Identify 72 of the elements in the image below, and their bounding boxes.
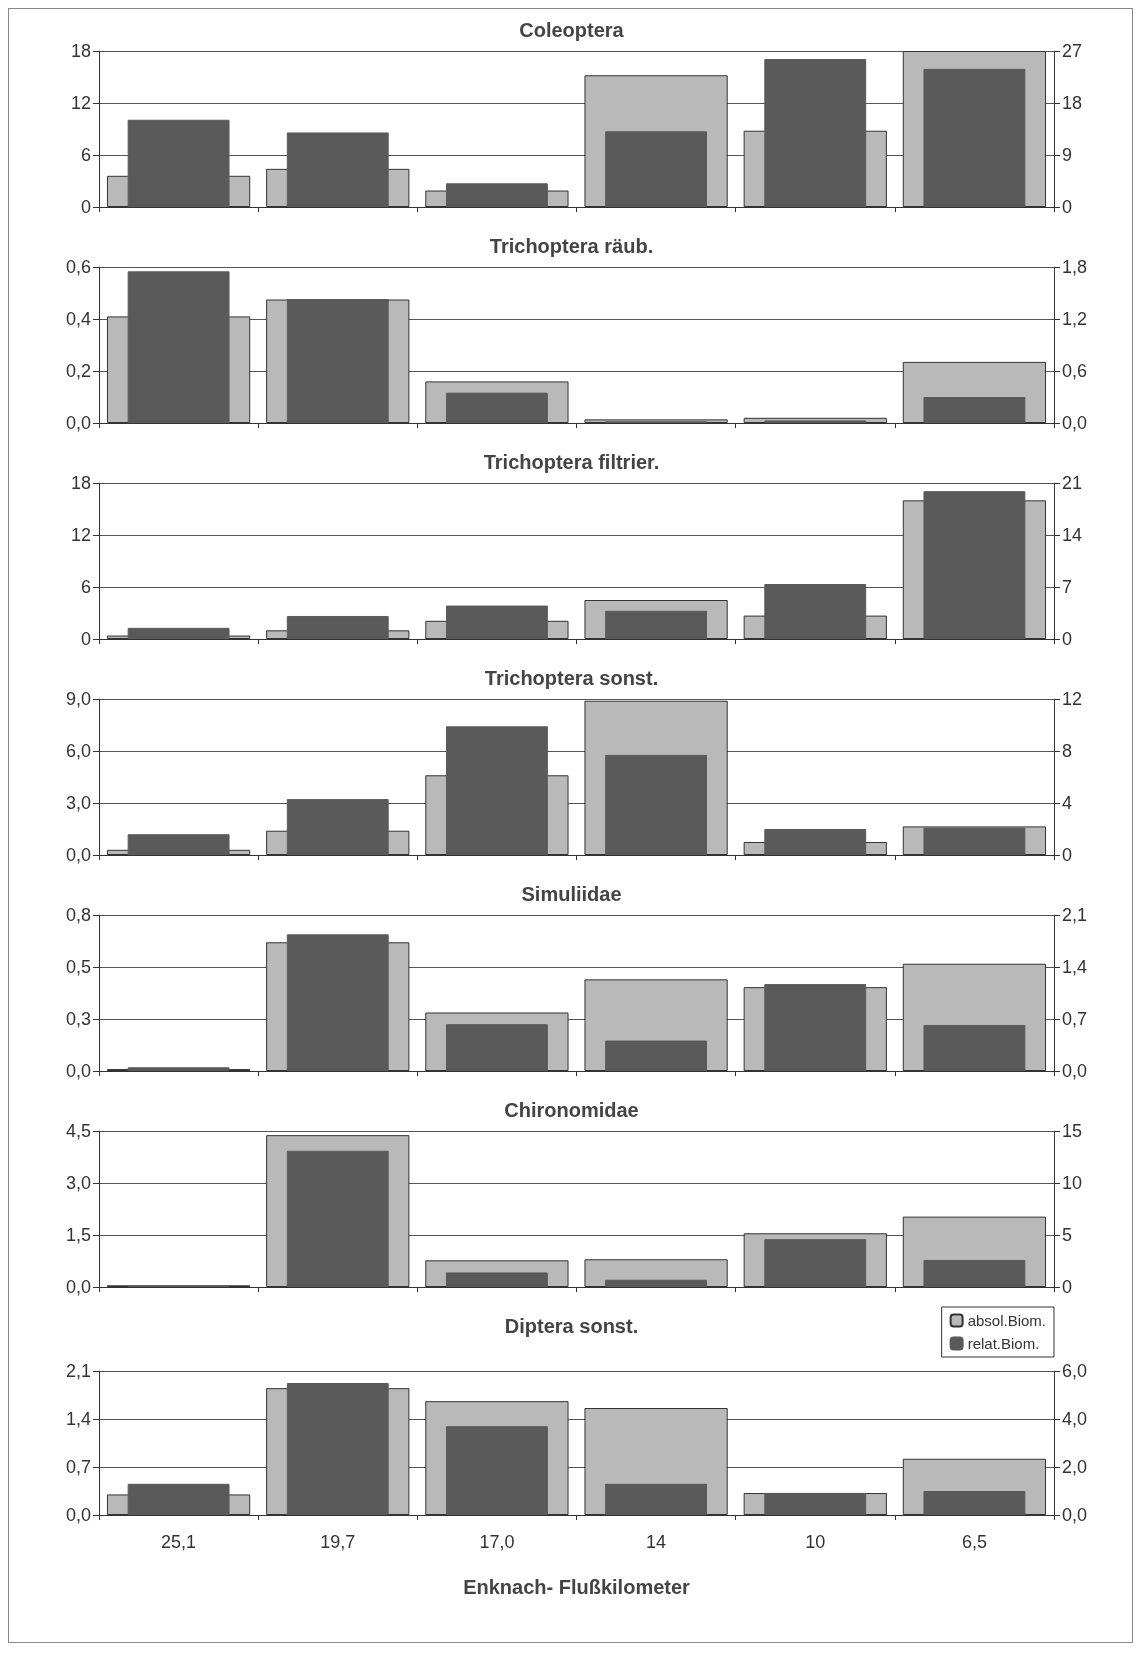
y-tick-label: 0,5	[65, 957, 91, 978]
y-tick-label: 3,0	[65, 793, 91, 813]
y-tick-label: 0,0	[65, 1505, 91, 1525]
y2-tick-label: 0,0	[1062, 1505, 1088, 1525]
x-tick-label: 6,5	[961, 1532, 987, 1552]
y2-tick-label: 15	[1062, 1121, 1083, 1141]
y2-tick-label: 6,0	[1062, 1361, 1088, 1381]
y-tick-label: 12	[70, 93, 91, 113]
y2-tick-label: 5	[1062, 1225, 1073, 1245]
y-tick-label: 9,0	[65, 689, 91, 709]
y2-tick-label: 0	[1062, 845, 1073, 865]
y-tick-label: 0,8	[65, 905, 91, 925]
y2-tick-label: 2,0	[1062, 1457, 1088, 1477]
y2-tick-label: 9	[1062, 145, 1073, 165]
y-tick-label: 18	[70, 473, 91, 493]
y2-tick-label: 4,0	[1062, 1409, 1088, 1429]
y-tick-label: 0,0	[65, 1061, 91, 1081]
y-tick-label: 0,0	[65, 1277, 91, 1297]
y-tick-label: 0	[80, 629, 91, 649]
x-tick-label: 10	[805, 1532, 826, 1552]
y2-tick-label: 0	[1062, 1277, 1073, 1297]
y2-tick-label: 0,6	[1062, 361, 1088, 381]
y-tick-label: 6,0	[65, 741, 91, 761]
y-tick-label: 0,0	[65, 413, 91, 433]
y-tick-label: 0,4	[65, 309, 91, 329]
chart-title: Chironomidae	[504, 1099, 639, 1121]
x-axis-title: Enknach- Flußkilometer	[463, 1576, 691, 1598]
y2-tick-label: 21	[1062, 473, 1083, 493]
y2-tick-label: 8	[1062, 741, 1073, 761]
chart-title: Diptera sonst.	[504, 1315, 639, 1337]
y2-tick-label: 10	[1062, 1173, 1083, 1193]
chart-title: Simuliidae	[521, 883, 622, 905]
y-tick-label: 3,0	[65, 1173, 91, 1193]
y2-tick-label: 0,7	[1062, 1009, 1088, 1029]
x-tick-label: 19,7	[320, 1532, 356, 1552]
y2-tick-label: 0,0	[1062, 1061, 1088, 1081]
y-tick-label: 1,5	[65, 1225, 91, 1245]
y2-tick-label: 0,0	[1062, 413, 1088, 433]
chart-title: Trichoptera sonst.	[484, 667, 659, 689]
chart-title: Trichoptera filtrier.	[483, 451, 660, 473]
y2-tick-label: 4	[1062, 793, 1073, 813]
y-tick-label: 1,4	[65, 1409, 91, 1429]
y2-tick-label: 0	[1062, 629, 1073, 649]
y2-tick-label: 18	[1062, 93, 1083, 113]
x-tick-label: 17,0	[479, 1532, 515, 1552]
y2-tick-label: 1,2	[1062, 309, 1088, 329]
y2-tick-label: 1,8	[1062, 257, 1088, 277]
y2-tick-label: 27	[1062, 41, 1083, 61]
y-tick-label: 2,1	[65, 1361, 91, 1381]
y-tick-label: 0,3	[65, 1008, 91, 1029]
y2-tick-label: 12	[1062, 689, 1083, 709]
y-tick-label: 0,0	[65, 845, 91, 865]
legend-label: absol.Biom.	[967, 1312, 1047, 1329]
legend-label: relat.Biom.	[967, 1335, 1040, 1352]
y2-tick-label: 0	[1062, 197, 1073, 217]
y-tick-label: 0,2	[65, 361, 91, 381]
y-tick-label: 6	[80, 577, 91, 597]
x-tick-label: 25,1	[161, 1532, 197, 1552]
y2-tick-label: 1,4	[1062, 957, 1088, 977]
y2-tick-label: 2,1	[1062, 905, 1088, 925]
y-tick-label: 18	[70, 41, 91, 61]
y-tick-label: 12	[70, 525, 91, 545]
y2-tick-label: 7	[1062, 577, 1073, 597]
chart-title: Trichoptera räub.	[489, 235, 654, 257]
y-tick-label: 0,7	[65, 1457, 91, 1477]
y-tick-label: 4,5	[65, 1121, 91, 1141]
y2-tick-label: 14	[1062, 525, 1083, 545]
chart-title: Coleoptera	[519, 19, 625, 41]
y-tick-label: 0	[80, 197, 91, 217]
x-tick-label: 14	[646, 1532, 667, 1552]
y-tick-label: 6	[80, 145, 91, 165]
y-tick-label: 0,6	[65, 257, 91, 277]
